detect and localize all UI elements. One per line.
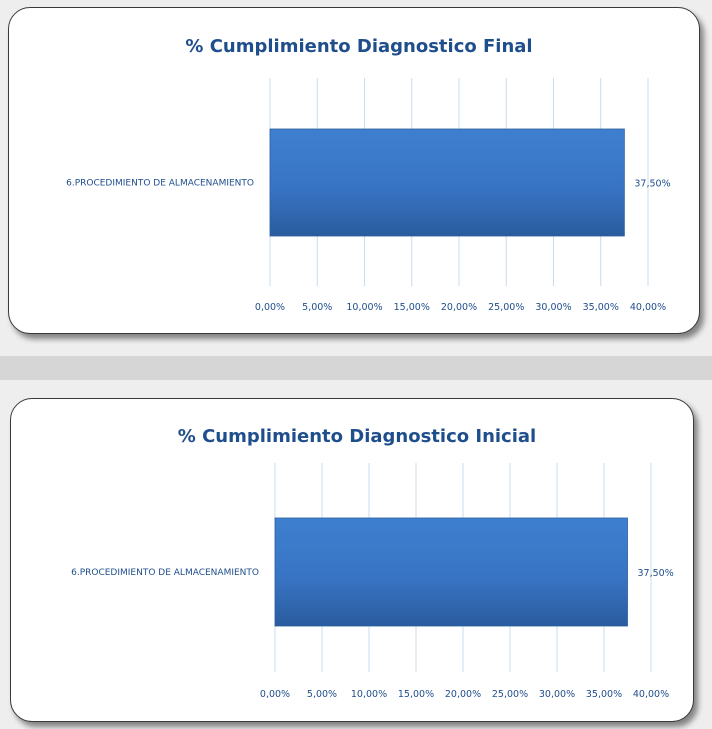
x-tick-label: 5,00% — [307, 689, 337, 700]
x-tick-label: 10,00% — [351, 689, 387, 700]
data-label: 37,50% — [634, 179, 670, 190]
category-label: 6.PROCEDIMIENTO DE ALMACENAMIENTO — [71, 568, 259, 578]
x-tick-label: 40,00% — [630, 302, 666, 313]
data-label: 37,50% — [638, 568, 674, 579]
x-tick-label: 10,00% — [346, 302, 382, 313]
x-tick-label: 0,00% — [260, 689, 290, 700]
x-tick-label: 20,00% — [441, 302, 477, 313]
chart-title: % Cumplimiento Diagnostico Final — [185, 36, 532, 57]
chart-final: % Cumplimiento Diagnostico Final 0,00% 5,0… — [66, 36, 671, 313]
x-tick-label: 35,00% — [586, 689, 622, 700]
x-tick-label: 20,00% — [445, 689, 481, 700]
x-tick-label: 15,00% — [394, 302, 430, 313]
x-tick-label: 0,00% — [255, 302, 285, 313]
bar — [274, 517, 628, 627]
x-tick-label: 30,00% — [535, 302, 571, 313]
chart-panel-inicial: % Cumplimiento Diagnostico Inicial 0,00% 5… — [0, 380, 712, 729]
bar — [269, 128, 625, 237]
category-label: 6.PROCEDIMIENTO DE ALMACENAMIENTO — [66, 179, 254, 189]
x-tick-label: 25,00% — [488, 302, 524, 313]
x-tick-label: 15,00% — [398, 689, 434, 700]
x-tick-label: 30,00% — [539, 689, 575, 700]
x-tick-label: 25,00% — [492, 689, 528, 700]
chart-title: % Cumplimiento Diagnostico Inicial — [178, 426, 536, 447]
chart-panel-final: % Cumplimiento Diagnostico Final 0,00% 5,0… — [0, 0, 712, 356]
chart-inicial: % Cumplimiento Diagnostico Inicial 0,00% 5… — [71, 426, 674, 700]
x-tick-label: 5,00% — [302, 302, 332, 313]
x-tick-label: 40,00% — [633, 689, 669, 700]
chart-card-final: % Cumplimiento Diagnostico Final 0,00% 5,0… — [8, 7, 700, 334]
chart-card-inicial: % Cumplimiento Diagnostico Inicial 0,00% 5… — [10, 398, 694, 722]
x-tick-label: 35,00% — [583, 302, 619, 313]
